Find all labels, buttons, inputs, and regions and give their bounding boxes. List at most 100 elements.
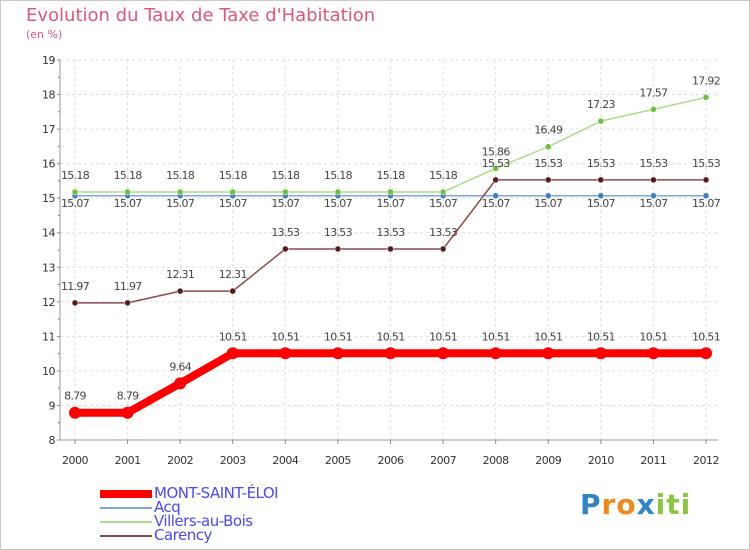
- data-label: 15.18: [271, 169, 300, 182]
- data-label: 11.97: [61, 280, 90, 293]
- data-label: 15.53: [534, 157, 563, 170]
- data-label: 15.18: [61, 169, 90, 182]
- data-label: 15.07: [324, 197, 353, 210]
- data-label: 15.07: [61, 197, 90, 210]
- data-point: [650, 106, 657, 113]
- y-tick-label: 14: [42, 227, 55, 240]
- data-point: [437, 347, 450, 360]
- data-label: 8.79: [117, 390, 139, 403]
- data-point: [545, 143, 552, 150]
- data-label: 13.53: [324, 226, 353, 239]
- x-tick-label: 2005: [325, 454, 351, 467]
- proxiti-logo: Proxiti: [580, 488, 691, 521]
- data-label: 15.86: [482, 145, 511, 158]
- y-tick-label: 16: [42, 158, 55, 171]
- data-label: 10.51: [639, 330, 667, 343]
- x-tick-label: 2007: [430, 454, 456, 467]
- data-label: 15.07: [166, 197, 195, 210]
- data-label: 13.53: [429, 226, 458, 239]
- data-label: 12.31: [166, 268, 194, 281]
- data-label: 10.51: [587, 330, 615, 343]
- data-label: 16.49: [534, 124, 563, 137]
- y-tick-label: 10: [42, 365, 55, 378]
- data-label: 15.18: [429, 169, 458, 182]
- data-point: [282, 245, 289, 253]
- legend-swatch: [100, 521, 152, 523]
- data-point: [702, 176, 710, 184]
- logo-letter: r: [601, 488, 617, 521]
- data-label: 15.07: [587, 197, 616, 210]
- data-point: [124, 299, 131, 307]
- data-label: 10.51: [692, 330, 720, 343]
- data-point: [439, 188, 447, 196]
- legend-swatch: [100, 507, 152, 509]
- data-label: 10.51: [324, 330, 352, 343]
- data-label: 10.51: [429, 330, 457, 343]
- chart-subtitle: (en %): [26, 28, 63, 41]
- data-point: [702, 192, 710, 200]
- data-label: 9.64: [169, 360, 191, 373]
- x-tick-label: 2009: [535, 454, 561, 467]
- y-tick-label: 8: [49, 434, 56, 447]
- data-label: 15.07: [271, 197, 300, 210]
- data-label: 10.51: [219, 330, 247, 343]
- chart-title: Evolution du Taux de Taxe d'Habitation: [26, 5, 376, 26]
- data-label: 15.07: [482, 197, 511, 210]
- y-tick-label: 12: [42, 296, 55, 309]
- legend-label: Acq: [154, 498, 181, 516]
- data-point: [387, 245, 394, 253]
- data-point: [124, 188, 131, 196]
- data-point: [545, 176, 552, 184]
- y-tick-label: 19: [42, 54, 55, 67]
- x-tick-label: 2011: [640, 454, 666, 467]
- data-point: [439, 245, 447, 253]
- data-point: [384, 347, 397, 360]
- data-label: 15.53: [482, 157, 511, 170]
- data-label: 15.18: [219, 169, 248, 182]
- data-point: [492, 165, 499, 172]
- data-point: [650, 192, 657, 200]
- legend-label: Carency: [154, 526, 212, 544]
- data-label: 10.51: [377, 330, 405, 343]
- logo-letter: o: [616, 488, 637, 521]
- data-point: [702, 94, 710, 101]
- logo-letter: t: [666, 488, 681, 521]
- data-point: [334, 188, 342, 196]
- y-tick-label: 17: [42, 123, 55, 136]
- data-label: 17.23: [587, 98, 616, 111]
- data-label: 17.92: [692, 74, 720, 87]
- data-label: 10.51: [482, 330, 510, 343]
- data-point: [545, 192, 552, 200]
- data-label: 15.07: [377, 197, 406, 210]
- logo-letter: i: [680, 488, 692, 521]
- x-tick-label: 2010: [588, 454, 614, 467]
- data-point: [647, 347, 660, 360]
- data-label: 11.97: [114, 280, 143, 293]
- data-label: 15.18: [324, 169, 353, 182]
- logo-letter: P: [580, 488, 602, 521]
- data-label: 12.31: [219, 268, 247, 281]
- data-point: [334, 245, 342, 253]
- data-label: 10.51: [534, 330, 562, 343]
- data-point: [174, 377, 187, 390]
- data-point: [282, 188, 289, 196]
- data-point: [229, 188, 236, 196]
- y-tick-label: 11: [42, 330, 55, 343]
- legend-label: Villers-au-Bois: [154, 512, 253, 530]
- data-point: [279, 347, 292, 360]
- data-label: 15.53: [587, 157, 616, 170]
- data-label: 13.53: [377, 226, 406, 239]
- logo-letter: i: [655, 488, 667, 521]
- data-label: 15.18: [114, 169, 143, 182]
- data-label: 15.07: [639, 197, 668, 210]
- legend-swatch: [100, 535, 152, 537]
- data-label: 8.79: [64, 390, 86, 403]
- data-point: [226, 347, 239, 360]
- data-point: [597, 192, 605, 200]
- data-point: [597, 176, 605, 184]
- legend-swatch: [100, 490, 152, 498]
- data-point: [597, 117, 605, 125]
- x-tick-label: 2008: [483, 454, 509, 467]
- data-label: 13.53: [271, 226, 300, 239]
- y-tick-label: 9: [49, 399, 56, 412]
